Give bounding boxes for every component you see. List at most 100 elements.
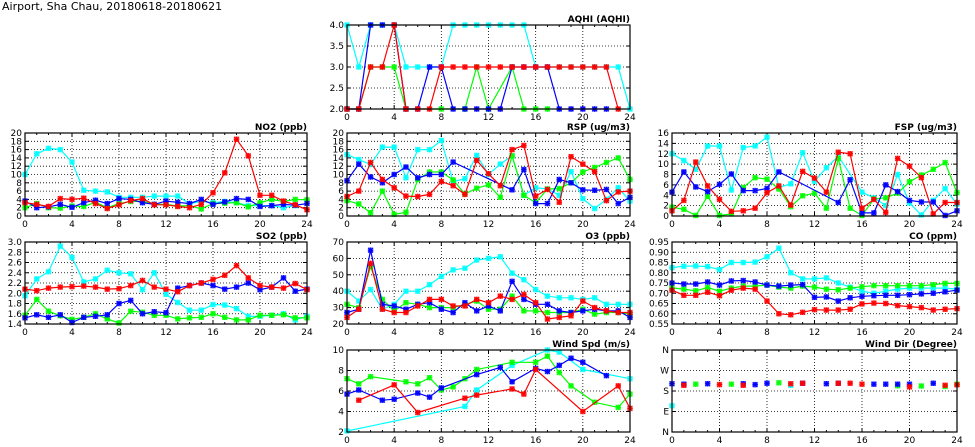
- data-point: [104, 267, 110, 273]
- y-tick-label: 8: [16, 179, 22, 189]
- data-point: [403, 379, 409, 385]
- data-point: [391, 382, 397, 388]
- y-tick-label: 2.0: [330, 105, 345, 115]
- plot-frame: [24, 241, 308, 325]
- data-point: [823, 189, 830, 195]
- data-point: [92, 188, 99, 194]
- x-tick-label: 12: [809, 220, 820, 230]
- y-tick-label: 0: [663, 212, 669, 222]
- data-point: [379, 188, 386, 194]
- data-point: [474, 308, 480, 314]
- data-point: [871, 282, 877, 289]
- data-point: [426, 296, 433, 303]
- data-point: [163, 310, 169, 316]
- data-point: [728, 171, 735, 177]
- y-tick-label: 12: [658, 150, 669, 160]
- data-point: [175, 193, 181, 199]
- data-point: [847, 285, 853, 291]
- data-point: [391, 303, 397, 309]
- data-point: [871, 196, 877, 203]
- data-point: [823, 381, 830, 387]
- series-cyan: [344, 347, 633, 434]
- data-point: [521, 277, 527, 283]
- data-point: [799, 276, 806, 282]
- y-tick-label: N: [662, 346, 669, 356]
- data-point: [151, 193, 157, 199]
- y-tick-label: 14: [11, 154, 23, 164]
- data-point: [835, 380, 841, 386]
- x-tick-label: 24: [624, 220, 636, 230]
- data-point: [894, 282, 901, 289]
- data-point: [426, 281, 433, 288]
- data-point: [462, 64, 468, 70]
- data-point: [740, 259, 746, 266]
- data-point: [906, 291, 913, 298]
- data-point: [615, 64, 621, 70]
- x-tick-label: 4: [391, 113, 397, 123]
- data-point: [462, 403, 468, 410]
- y-tick-label: 8: [338, 367, 344, 377]
- data-point: [116, 285, 122, 292]
- data-point: [415, 381, 421, 387]
- y-tick-label: 0: [16, 212, 22, 222]
- data-point: [704, 284, 711, 291]
- x-tick-label: 8: [438, 436, 444, 446]
- y-tick-label: S: [663, 387, 669, 397]
- data-point: [34, 287, 40, 294]
- data-point: [942, 306, 948, 312]
- data-point: [580, 408, 586, 415]
- data-point: [269, 192, 275, 198]
- data-point: [811, 306, 818, 313]
- x-tick-label: 12: [809, 436, 820, 446]
- data-point: [403, 193, 409, 199]
- data-point: [521, 391, 527, 397]
- data-point: [509, 64, 515, 70]
- data-point: [391, 144, 397, 150]
- data-point: [544, 200, 551, 207]
- data-point: [883, 282, 889, 289]
- data-point: [859, 205, 865, 211]
- data-point: [835, 199, 841, 206]
- data-point: [883, 202, 889, 209]
- x-tick-label: 0: [344, 113, 350, 123]
- x-tick-label: 12: [483, 113, 494, 123]
- x-tick-label: 4: [391, 436, 397, 446]
- data-point: [544, 186, 551, 193]
- data-point: [116, 195, 122, 202]
- data-point: [438, 64, 445, 70]
- series-red: [344, 142, 633, 206]
- data-point: [693, 281, 699, 287]
- data-point: [474, 371, 480, 378]
- data-point: [603, 301, 610, 308]
- data-point: [415, 409, 421, 416]
- data-point: [485, 170, 492, 177]
- y-tick-label: 18: [11, 137, 23, 147]
- data-point: [544, 368, 551, 375]
- data-point: [894, 155, 901, 162]
- data-point: [367, 260, 374, 267]
- data-point: [45, 269, 52, 275]
- data-point: [603, 64, 610, 70]
- data-point: [764, 134, 770, 140]
- data-point: [847, 176, 853, 183]
- data-point: [474, 296, 480, 303]
- data-point: [222, 314, 228, 321]
- data-point: [740, 277, 746, 284]
- data-point: [45, 145, 52, 152]
- data-point: [591, 187, 598, 193]
- data-point: [509, 278, 515, 285]
- data-point: [175, 203, 181, 210]
- data-point: [532, 193, 539, 199]
- data-point: [556, 185, 562, 192]
- data-point: [128, 197, 134, 204]
- data-point: [474, 185, 480, 191]
- data-point: [918, 212, 925, 218]
- data-point: [367, 159, 374, 166]
- data-point: [280, 312, 287, 318]
- x-tick-label: 16: [207, 220, 219, 230]
- data-point: [128, 282, 134, 289]
- data-point: [116, 300, 122, 307]
- y-tick-label: 0.70: [649, 289, 669, 299]
- data-point: [580, 308, 586, 314]
- plot-frame: [346, 132, 631, 217]
